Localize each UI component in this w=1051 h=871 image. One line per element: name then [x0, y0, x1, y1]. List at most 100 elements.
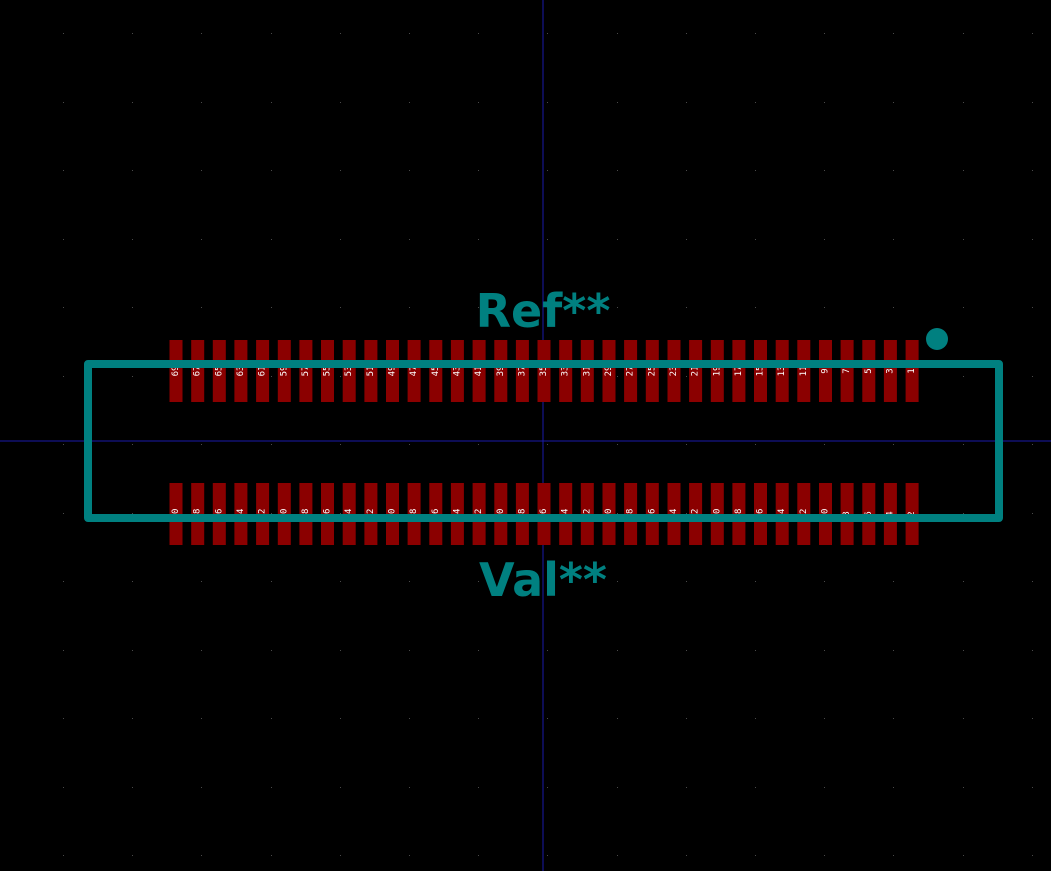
grid-dot — [201, 787, 202, 788]
grid-dot — [132, 444, 133, 445]
pad-copper — [429, 340, 443, 402]
pad-3[interactable]: 3 — [883, 340, 897, 402]
grid-dot — [1032, 787, 1033, 788]
pad-31[interactable]: 31 — [580, 340, 594, 402]
grid-dot — [63, 376, 64, 377]
grid-dot — [755, 581, 756, 582]
grid-dot — [409, 650, 410, 651]
pad-1[interactable]: 1 — [905, 340, 919, 402]
grid-dot — [1032, 170, 1033, 171]
grid-dot — [686, 855, 687, 856]
pad-39[interactable]: 39 — [494, 340, 508, 402]
grid-dot — [686, 33, 687, 34]
pad-25[interactable]: 25 — [645, 340, 659, 402]
pad-27[interactable]: 27 — [624, 340, 638, 402]
pad-63[interactable]: 63 — [234, 340, 248, 402]
grid-dot — [271, 376, 272, 377]
pad-19[interactable]: 19 — [710, 340, 724, 402]
pad-45[interactable]: 45 — [429, 340, 443, 402]
grid-dot — [132, 170, 133, 171]
grid-dot — [340, 239, 341, 240]
pad-21[interactable]: 21 — [689, 340, 703, 402]
pad-5[interactable]: 5 — [862, 340, 876, 402]
value-label[interactable]: Val** — [479, 553, 607, 607]
grid-dot — [755, 444, 756, 445]
grid-dot — [893, 650, 894, 651]
pad-41[interactable]: 41 — [472, 340, 486, 402]
pad-number: 31 — [582, 366, 592, 377]
pad-69[interactable]: 69 — [169, 340, 183, 402]
grid-dot — [893, 718, 894, 719]
pad-37[interactable]: 37 — [515, 340, 529, 402]
grid-dot — [478, 33, 479, 34]
pad-number: 55 — [323, 366, 333, 377]
pad-17[interactable]: 17 — [732, 340, 746, 402]
grid-dot — [271, 855, 272, 856]
grid-dot — [686, 376, 687, 377]
pad-11[interactable]: 11 — [797, 340, 811, 402]
grid-dot — [201, 650, 202, 651]
grid-dot — [63, 239, 64, 240]
grid-dot — [409, 170, 410, 171]
grid-dot — [755, 239, 756, 240]
pad-9[interactable]: 9 — [819, 340, 832, 402]
pad-number: 17 — [734, 366, 744, 377]
grid-dot — [1032, 307, 1033, 308]
pad-47[interactable]: 47 — [407, 340, 421, 402]
pad-number: 1 — [907, 368, 917, 373]
pad-59[interactable]: 59 — [277, 340, 291, 402]
grid-dot — [478, 581, 479, 582]
grid-dot — [686, 444, 687, 445]
pad-number: 45 — [431, 366, 441, 377]
grid-dot — [824, 170, 825, 171]
courtyard-outline — [84, 360, 1003, 522]
pad-copper — [494, 340, 508, 402]
pad-copper — [277, 340, 291, 402]
pad-55[interactable]: 55 — [321, 340, 334, 402]
grid-dot — [617, 513, 618, 514]
footprint[interactable]: 69 67 65 63 61 59 57 55 53 51 49 47 45 43 41 39 37 35 33 31… — [84, 284, 1003, 607]
pad-29[interactable]: 29 — [602, 340, 616, 402]
grid-dot — [963, 444, 964, 445]
grid-dot — [686, 650, 687, 651]
pad-15[interactable]: 15 — [754, 340, 767, 402]
grid-dot — [547, 170, 548, 171]
grid-dot — [1032, 650, 1033, 651]
pad-51[interactable]: 51 — [364, 340, 378, 402]
grid-dot — [617, 102, 618, 103]
grid-dot — [271, 444, 272, 445]
grid-dot — [1032, 581, 1033, 582]
grid-dot — [63, 170, 64, 171]
pad-67[interactable]: 67 — [191, 340, 205, 402]
pad-number: 3 — [885, 368, 895, 373]
pad-number: 49 — [388, 366, 398, 377]
pad-7[interactable]: 7 — [840, 340, 854, 402]
pad-number: 61 — [258, 366, 268, 377]
pad-49[interactable]: 49 — [386, 340, 399, 402]
pad-copper — [559, 340, 573, 402]
grid-dot — [755, 102, 756, 103]
grid-dot — [409, 102, 410, 103]
grid-dot — [824, 855, 825, 856]
pad-number: 57 — [301, 366, 311, 377]
pad-13[interactable]: 13 — [775, 340, 789, 402]
pad-23[interactable]: 23 — [667, 340, 681, 402]
grid-dot — [201, 581, 202, 582]
grid-dot — [340, 444, 341, 445]
pad-copper — [321, 340, 334, 402]
pad-43[interactable]: 43 — [450, 340, 464, 402]
pad-number: 47 — [409, 366, 419, 377]
grid-dot — [963, 170, 964, 171]
pad-number: 43 — [452, 366, 462, 377]
pad-number: 11 — [799, 366, 809, 377]
pad-35[interactable]: 35 — [537, 340, 551, 402]
pad-65[interactable]: 65 — [212, 340, 226, 402]
pad-33[interactable]: 33 — [559, 340, 573, 402]
pad-61[interactable]: 61 — [256, 340, 270, 402]
pad-57[interactable]: 57 — [299, 340, 313, 402]
grid-dot — [1032, 239, 1033, 240]
grid-dot — [478, 239, 479, 240]
reference-label[interactable]: Ref** — [476, 284, 611, 338]
pad-53[interactable]: 53 — [342, 340, 356, 402]
